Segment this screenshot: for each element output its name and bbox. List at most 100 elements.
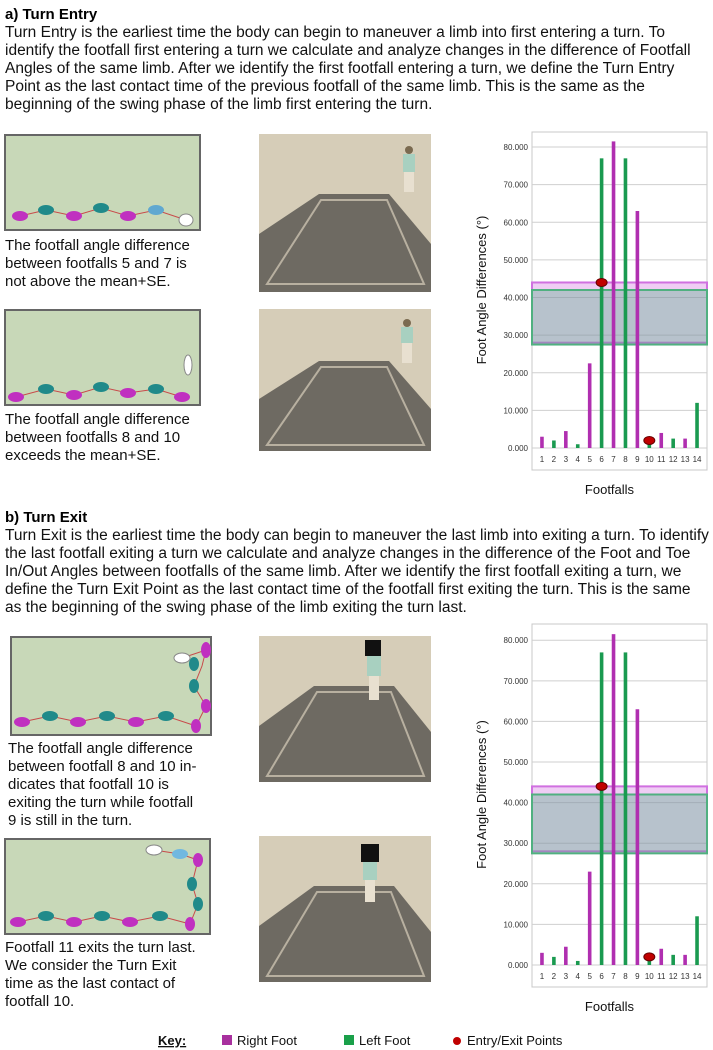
- x-tick-label: 2: [552, 455, 557, 464]
- bar: [683, 954, 687, 965]
- paragraph: Turn Entry is the earliest time the body…: [5, 24, 691, 113]
- photo: [259, 134, 431, 292]
- key-swatch: [222, 1035, 232, 1045]
- y-tick-label: 10.000: [504, 406, 529, 415]
- footfall-diagram: [4, 309, 201, 406]
- bar: [552, 440, 556, 448]
- y-tick-label: 60.000: [504, 218, 529, 227]
- caption: The footfall angle difference between fo…: [5, 411, 190, 464]
- paragraph: Turn Exit is the earliest time the body …: [5, 527, 709, 616]
- x-tick-label: 3: [564, 455, 569, 464]
- x-tick-label: 6: [599, 455, 604, 464]
- y-tick-label: 40.000: [504, 294, 529, 303]
- x-tick-label: 5: [587, 972, 592, 981]
- x-tick-label: 1: [540, 972, 545, 981]
- x-tick-label: 8: [623, 455, 628, 464]
- x-tick-label: 4: [576, 455, 581, 464]
- y-tick-label: 20.000: [504, 369, 529, 378]
- bar: [599, 158, 604, 449]
- y-tick-label: 30.000: [504, 839, 529, 848]
- y-tick-label: 80.000: [504, 636, 529, 645]
- bar: [540, 952, 544, 965]
- caption: Footfall 11 exits the turn last. We cons…: [5, 939, 196, 1010]
- bar: [564, 431, 568, 448]
- x-tick-label: 7: [611, 455, 616, 464]
- photo: [259, 309, 431, 451]
- x-tick-label: 4: [576, 972, 581, 981]
- bar: [647, 444, 652, 448]
- bar: [695, 916, 699, 965]
- footfall-diagram: [4, 838, 211, 935]
- plot-frame: [531, 131, 708, 471]
- bar: [659, 948, 664, 965]
- bar: [540, 436, 544, 448]
- entry-exit-point: [595, 277, 608, 287]
- y-tick-label: 10.000: [504, 920, 529, 929]
- caption: The footfall angle difference between fo…: [8, 740, 197, 829]
- key-swatch: [344, 1035, 354, 1045]
- footfall-diagram: [4, 134, 201, 231]
- x-tick-label: 10: [645, 972, 654, 981]
- bar: [564, 946, 568, 965]
- heading: b) Turn Exit: [5, 509, 88, 526]
- key-label: Left Foot: [359, 1033, 411, 1048]
- mean-se-band: [531, 289, 708, 346]
- y-tick-label: 30.000: [504, 331, 529, 340]
- x-tick-label: 11: [657, 455, 666, 464]
- y-tick-label: 80.000: [504, 143, 529, 152]
- x-tick-label: 5: [587, 455, 592, 464]
- bar: [611, 141, 616, 448]
- x-axis-label: Footfalls: [585, 999, 635, 1014]
- photo: [259, 636, 431, 782]
- x-tick-label: 1: [540, 455, 545, 464]
- y-tick-label: 50.000: [504, 758, 529, 767]
- chart: 0.000 10.000 20.000 30.000 40.000 50.000 60.00…: [474, 131, 708, 497]
- y-axis-label: Foot Angle Differences (°): [474, 720, 489, 869]
- x-axis-label: Footfalls: [585, 482, 635, 497]
- bar: [552, 956, 556, 965]
- x-tick-label: 8: [623, 972, 628, 981]
- bar: [659, 432, 664, 448]
- x-tick-label: 10: [645, 455, 654, 464]
- x-tick-label: 14: [693, 972, 702, 981]
- footfall-diagram: [10, 636, 212, 736]
- x-tick-label: 12: [669, 455, 678, 464]
- y-tick-label: 60.000: [504, 717, 529, 726]
- y-tick-label: 70.000: [504, 181, 529, 190]
- y-tick-label: 50.000: [504, 256, 529, 265]
- y-tick-label: 20.000: [504, 880, 529, 889]
- chart: 0.000 10.000 20.000 30.000 40.000 50.000 60.00…: [474, 623, 708, 1014]
- bar: [635, 709, 640, 965]
- key-title: Key:: [158, 1033, 186, 1048]
- key-label: Right Foot: [237, 1033, 297, 1048]
- x-tick-label: 13: [681, 455, 690, 464]
- mean-se-band: [531, 793, 708, 855]
- plot-frame: [531, 623, 708, 988]
- y-tick-label: 0.000: [508, 961, 529, 970]
- bar: [587, 363, 592, 448]
- photo: [259, 836, 431, 982]
- x-tick-label: 6: [599, 972, 604, 981]
- y-tick-label: 40.000: [504, 799, 529, 808]
- bar: [599, 652, 604, 965]
- y-tick-label: 70.000: [504, 677, 529, 686]
- entry-exit-point: [643, 952, 656, 962]
- bar: [683, 438, 687, 448]
- key-swatch: [453, 1037, 461, 1045]
- caption: The footfall angle difference between fo…: [5, 237, 190, 290]
- y-tick-label: 0.000: [508, 444, 529, 453]
- x-tick-label: 12: [669, 972, 678, 981]
- key-label: Entry/Exit Points: [467, 1033, 563, 1048]
- bar: [671, 438, 675, 448]
- bar: [635, 211, 640, 448]
- x-tick-label: 13: [681, 972, 690, 981]
- x-tick-label: 9: [635, 972, 640, 981]
- bar: [671, 954, 675, 965]
- bar: [623, 158, 628, 449]
- bar: [647, 960, 652, 965]
- x-tick-label: 3: [564, 972, 569, 981]
- bar: [587, 871, 592, 965]
- bar: [695, 402, 699, 448]
- entry-exit-point: [595, 781, 608, 791]
